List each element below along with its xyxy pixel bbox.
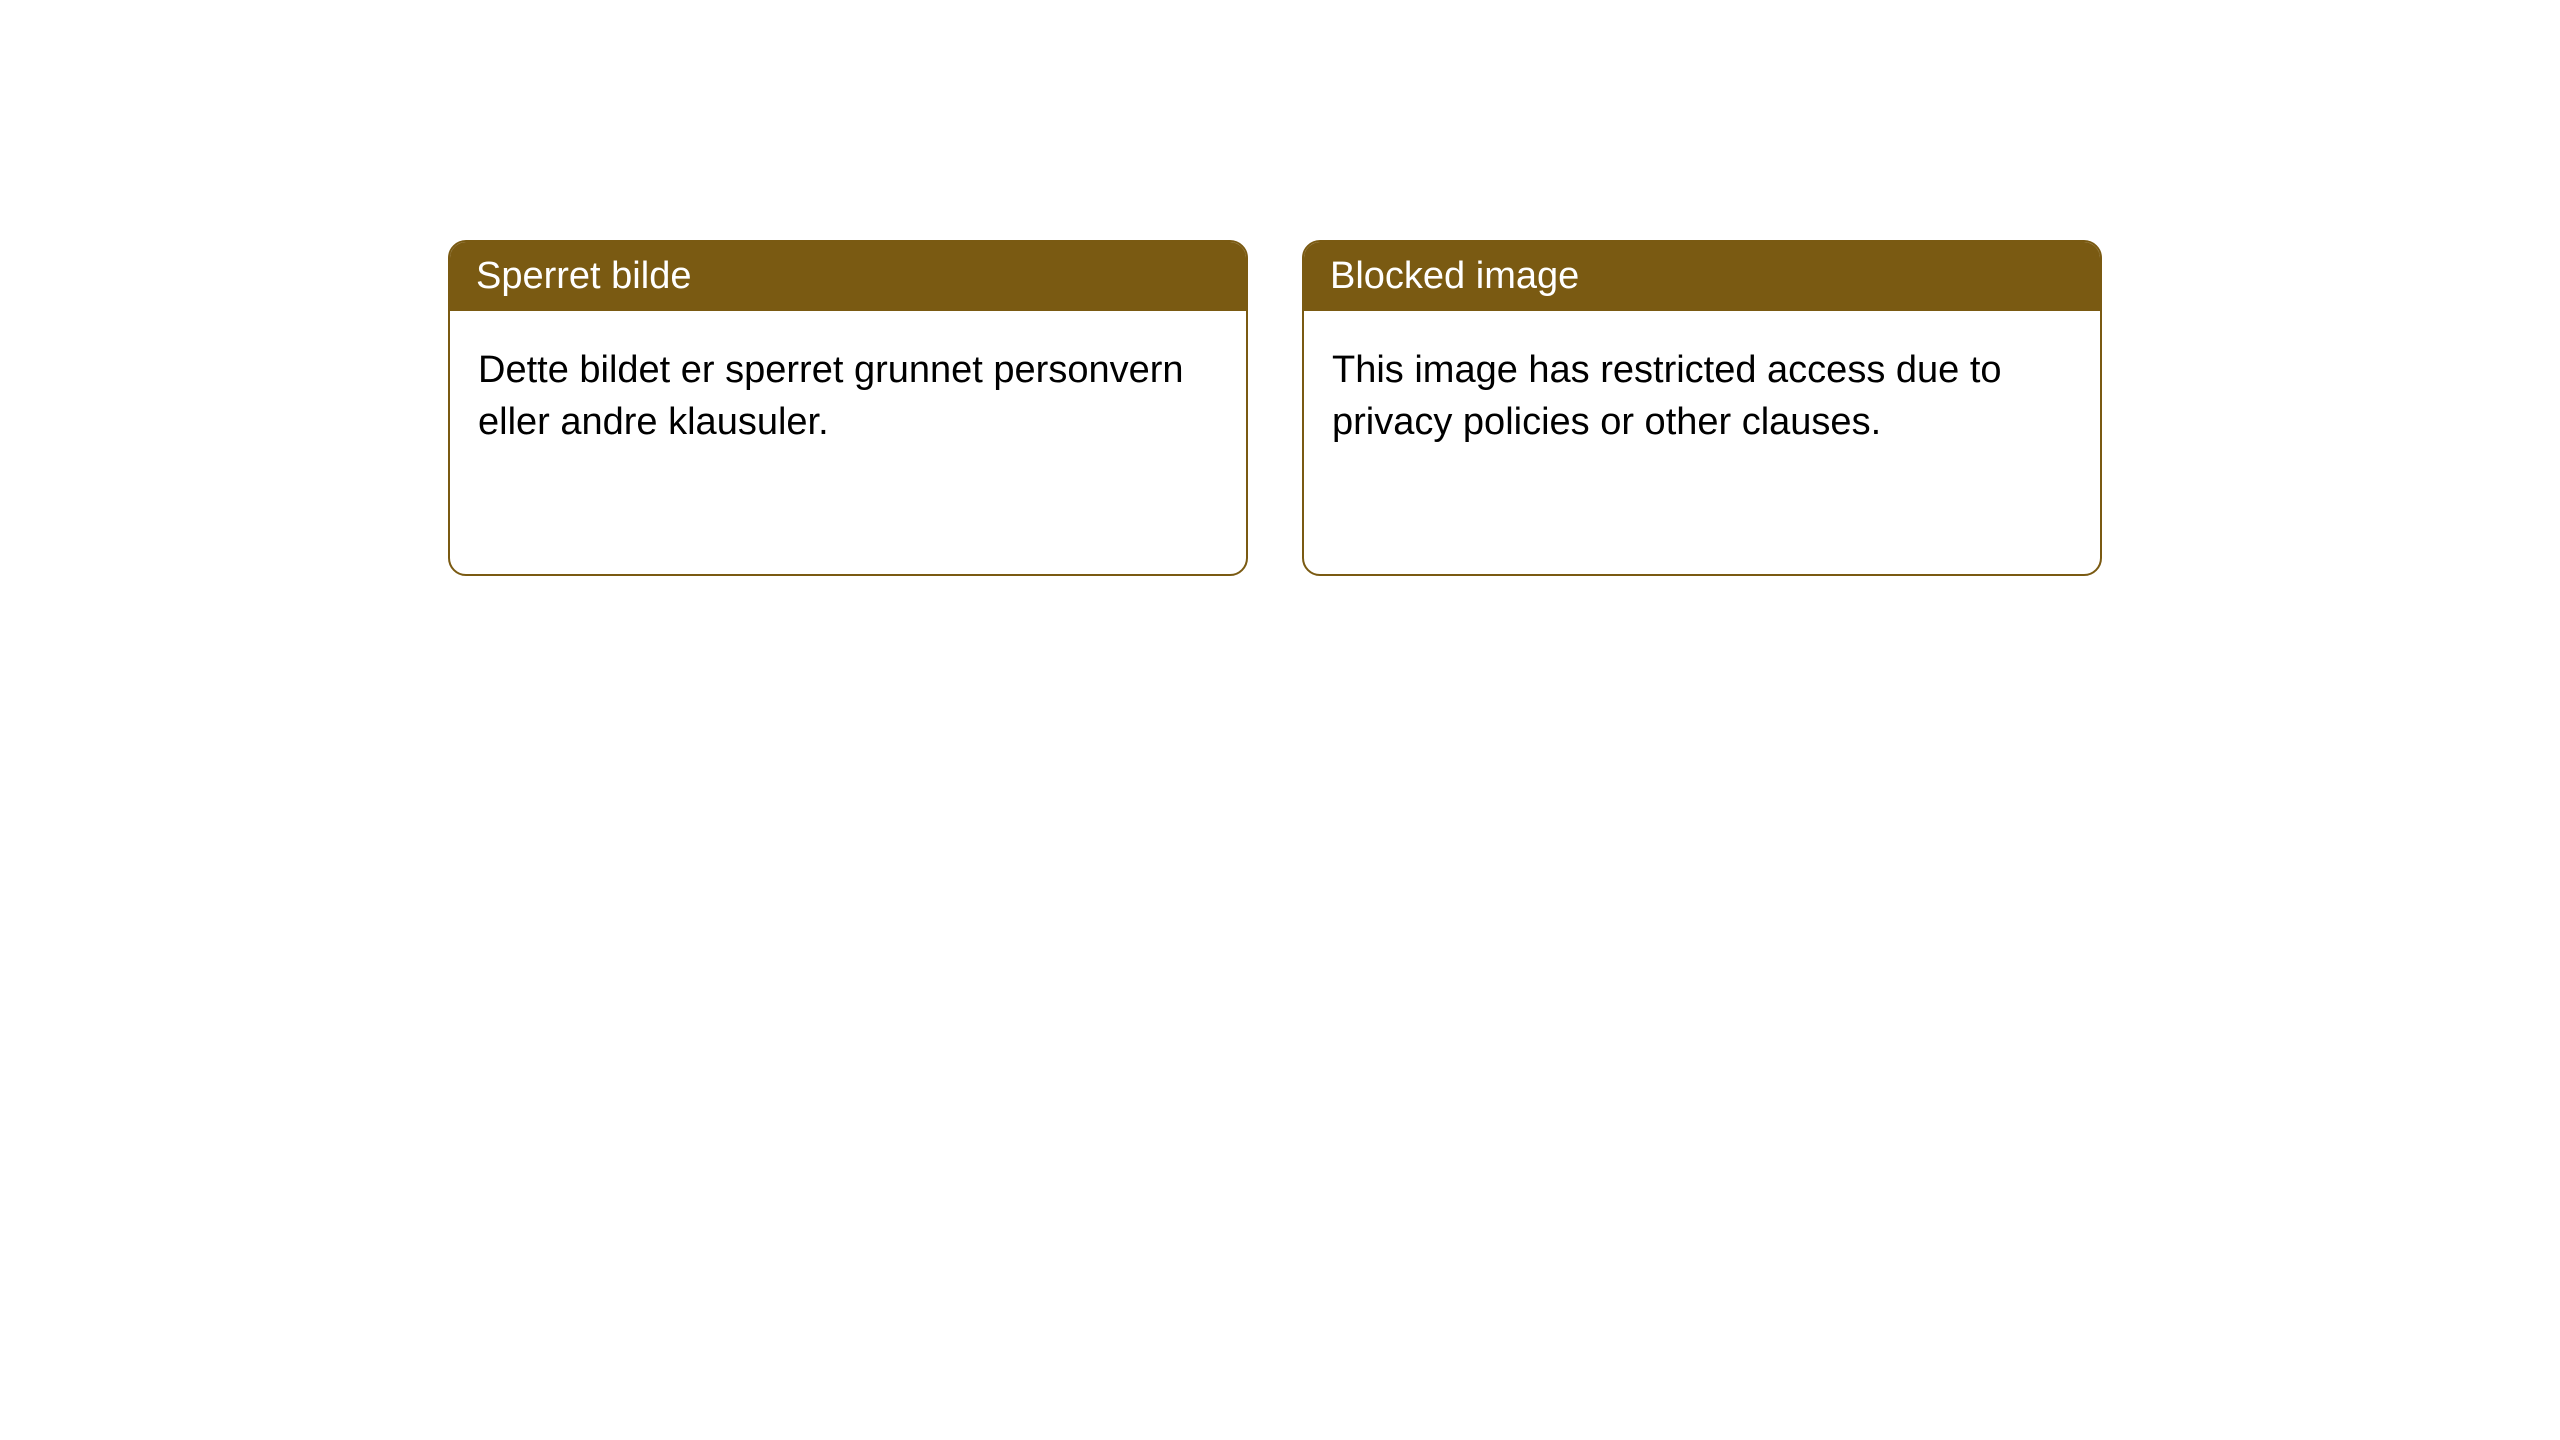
card-body: Dette bildet er sperret grunnet personve… xyxy=(450,311,1246,482)
blocked-image-card-no: Sperret bilde Dette bildet er sperret gr… xyxy=(448,240,1248,576)
card-body-text: This image has restricted access due to … xyxy=(1332,349,2002,442)
blocked-image-card-en: Blocked image This image has restricted … xyxy=(1302,240,2102,576)
card-body: This image has restricted access due to … xyxy=(1304,311,2100,482)
card-body-text: Dette bildet er sperret grunnet personve… xyxy=(478,349,1184,442)
card-header: Sperret bilde xyxy=(450,242,1246,311)
card-title: Blocked image xyxy=(1330,255,1579,297)
card-header: Blocked image xyxy=(1304,242,2100,311)
card-title: Sperret bilde xyxy=(476,255,691,297)
notice-cards-container: Sperret bilde Dette bildet er sperret gr… xyxy=(0,0,2560,576)
